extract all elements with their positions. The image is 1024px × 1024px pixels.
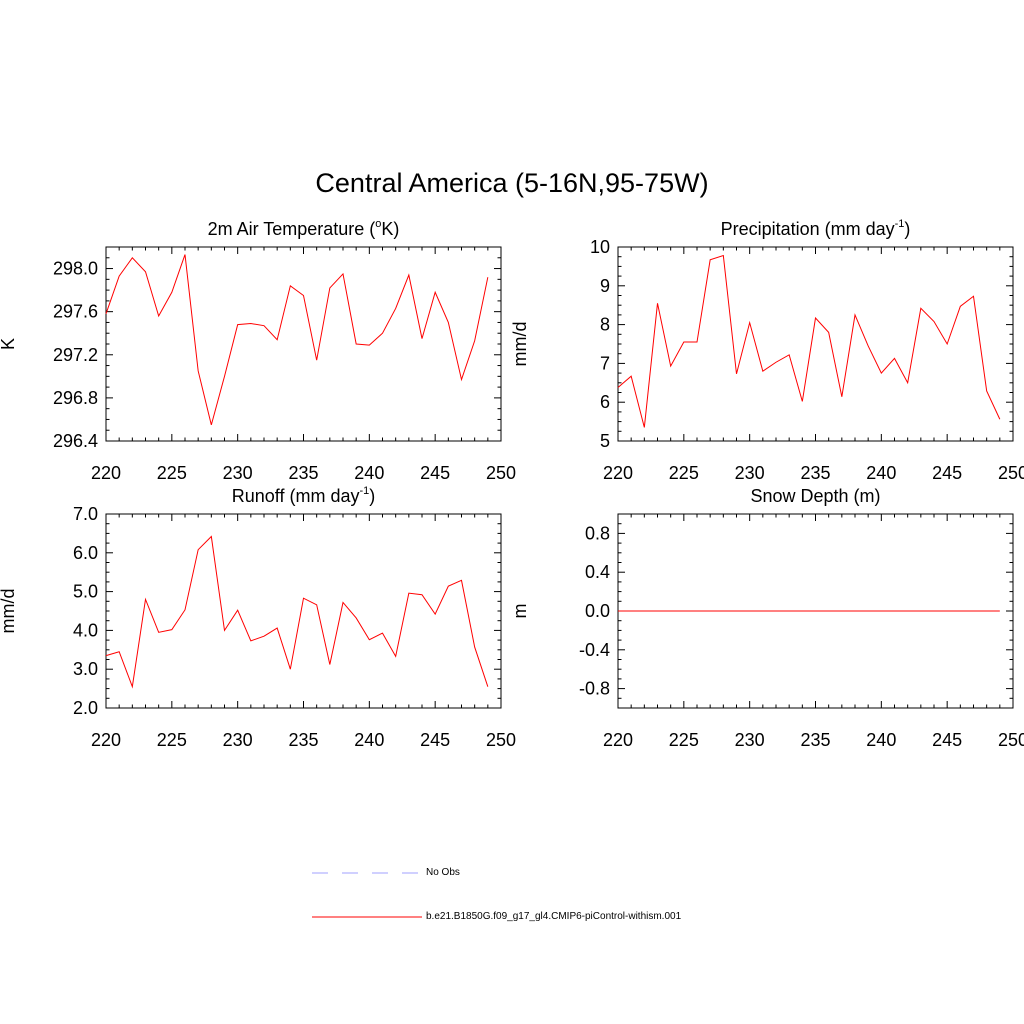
y-tick-label: 9 — [600, 276, 610, 296]
panel-title: 2m Air Temperature (oK) — [208, 218, 400, 239]
y-tick-label: 296.8 — [53, 388, 98, 408]
y-tick-label: 0.4 — [585, 562, 610, 582]
y-tick-label: 5.0 — [73, 582, 98, 602]
y-axis-label: mm/d — [510, 322, 530, 367]
x-tick-label: 220 — [603, 730, 633, 750]
x-tick-label: 230 — [223, 463, 253, 483]
series-line — [617, 254, 1001, 428]
series-line — [105, 535, 489, 689]
x-tick-label: 220 — [603, 463, 633, 483]
panel-title-end: K) — [381, 219, 399, 239]
x-tick-label: 250 — [998, 463, 1024, 483]
y-axis-label: mm/d — [0, 589, 18, 634]
x-tick-label: 250 — [486, 463, 516, 483]
y-axis-label: m — [510, 604, 530, 619]
panel-title: Precipitation (mm day-1) — [721, 218, 911, 239]
x-tick-label: 220 — [91, 730, 121, 750]
y-tick-label: 0.0 — [585, 601, 610, 621]
y-tick-label: 6 — [600, 392, 610, 412]
legend-line-no-obs — [312, 872, 422, 874]
x-tick-label: 225 — [157, 730, 187, 750]
legend-label-no-obs: No Obs — [426, 867, 460, 878]
panel-title-end: ) — [369, 486, 375, 506]
legend-line-model-run — [312, 916, 422, 918]
y-tick-label: 4.0 — [73, 620, 98, 640]
y-tick-label: -0.8 — [579, 679, 610, 699]
x-tick-label: 235 — [800, 730, 830, 750]
panel-title-main: Snow Depth (m) — [750, 486, 880, 506]
panel-title-sup: -1 — [895, 218, 905, 230]
x-tick-label: 240 — [354, 463, 384, 483]
y-axis-label: K — [0, 338, 18, 350]
y-tick-label: 297.2 — [53, 345, 98, 365]
x-tick-label: 230 — [735, 730, 765, 750]
panel-temperature: 220 225 230 235 240 245 250 296.4 296.8 297.2 297.… — [0, 218, 516, 483]
y-tick-label: 297.6 — [53, 302, 98, 322]
y-tick-label: 5 — [600, 431, 610, 451]
y-tick-label: 8 — [600, 315, 610, 335]
panel-snow-depth: 220 225 230 235 240 245 250 -0.8 -0.4 0.0 0.4 0.8 m S… — [510, 486, 1024, 750]
x-tick-label: 235 — [800, 463, 830, 483]
panel-title-main: Precipitation (mm day — [721, 219, 895, 239]
panel-title: Snow Depth (m) — [750, 486, 880, 506]
panel-title: Runoff (mm day-1) — [232, 485, 376, 506]
y-tick-label: 298.0 — [53, 259, 98, 279]
x-tick-label: 225 — [157, 463, 187, 483]
panel-title-main: Runoff (mm day — [232, 486, 360, 506]
x-tick-label: 240 — [866, 463, 896, 483]
x-tick-label: 245 — [932, 463, 962, 483]
panel-runoff: 220 225 230 235 240 245 250 2.0 3.0 4.0 5.0 6.0 7.0 m… — [0, 485, 516, 750]
panel-precipitation: 220 225 230 235 240 245 250 5 6 7 8 9 10 mm/d Precipit… — [510, 218, 1024, 483]
panel-title-end: ) — [904, 219, 910, 239]
panel-title-main: 2m Air Temperature ( — [208, 219, 376, 239]
x-tick-label: 240 — [866, 730, 896, 750]
x-tick-label: 235 — [288, 463, 318, 483]
x-tick-label: 225 — [669, 730, 699, 750]
series-line — [105, 254, 489, 425]
y-tick-label: -0.4 — [579, 640, 610, 660]
y-tick-label: 2.0 — [73, 698, 98, 718]
x-tick-label: 245 — [420, 730, 450, 750]
x-tick-label: 230 — [223, 730, 253, 750]
panel-title-sup: o — [375, 218, 381, 230]
panel-title-sup: -1 — [359, 485, 369, 497]
y-tick-label: 6.0 — [73, 543, 98, 563]
x-tick-label: 250 — [486, 730, 516, 750]
y-tick-label: 0.8 — [585, 523, 610, 543]
x-tick-label: 220 — [91, 463, 121, 483]
y-tick-label: 7 — [600, 353, 610, 373]
x-tick-label: 225 — [669, 463, 699, 483]
x-tick-label: 235 — [288, 730, 318, 750]
y-tick-label: 7.0 — [73, 504, 98, 524]
x-tick-label: 250 — [998, 730, 1024, 750]
x-tick-label: 245 — [932, 730, 962, 750]
figure-title: Central America (5-16N,95-75W) — [315, 168, 709, 198]
x-tick-label: 240 — [354, 730, 384, 750]
y-tick-label: 296.4 — [53, 431, 98, 451]
x-tick-label: 245 — [420, 463, 450, 483]
legend-label-model-run: b.e21.B1850G.f09_g17_gl4.CMIP6-piControl… — [426, 911, 682, 922]
y-tick-label: 3.0 — [73, 659, 98, 679]
x-tick-label: 230 — [735, 463, 765, 483]
y-tick-label: 10 — [590, 237, 610, 257]
